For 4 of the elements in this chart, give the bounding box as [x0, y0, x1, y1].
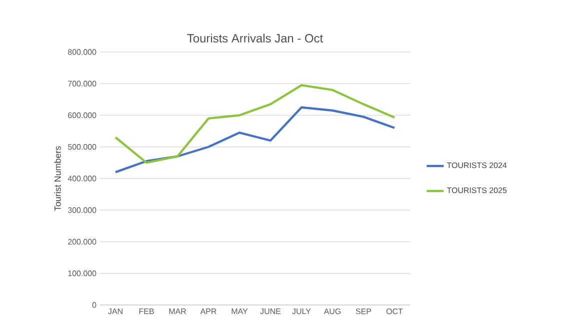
- line-series: [114, 106, 396, 174]
- line-series: [114, 84, 396, 164]
- chart-title: Tourists Arrivals Jan - Oct: [187, 34, 323, 42]
- y-axis-title: Tourist Numbers: [54, 146, 61, 211]
